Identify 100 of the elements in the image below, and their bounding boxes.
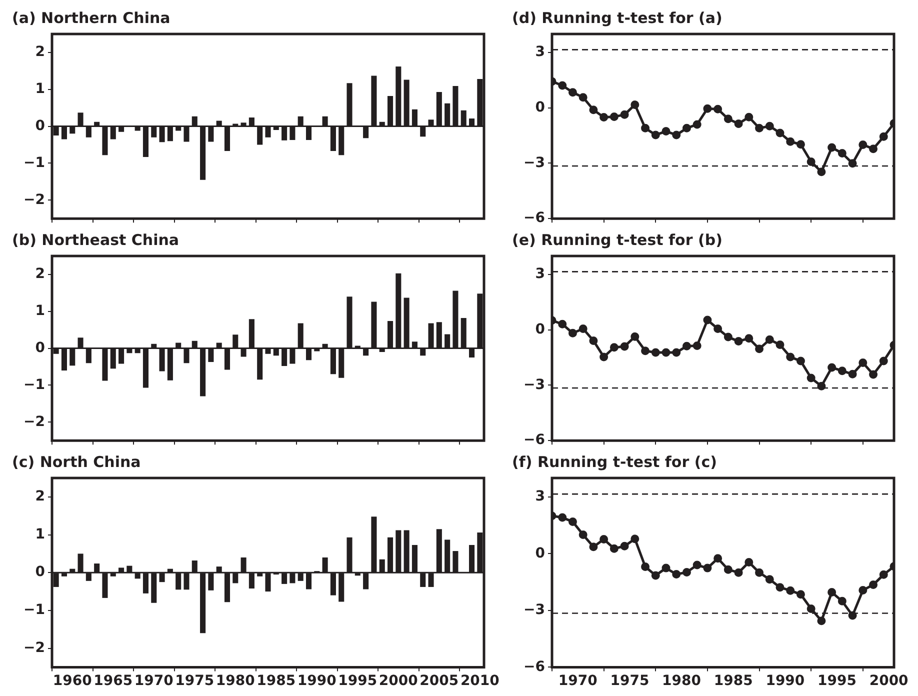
y-tick-label: 1 bbox=[35, 81, 45, 98]
y-tick-label: −2 bbox=[24, 192, 45, 208]
point bbox=[568, 88, 577, 97]
point bbox=[682, 568, 691, 576]
point bbox=[651, 571, 660, 580]
point bbox=[848, 159, 857, 168]
x-tick-label: 1985 bbox=[256, 673, 296, 690]
point bbox=[620, 342, 629, 351]
y-tick-label: −2 bbox=[24, 414, 45, 430]
x-tick-label: 1985 bbox=[714, 673, 753, 690]
x-tick-label: 2000 bbox=[869, 673, 909, 690]
point bbox=[869, 580, 878, 589]
y-tick-label: −3 bbox=[524, 154, 545, 171]
point bbox=[651, 348, 660, 357]
y-tick-label: −1 bbox=[24, 602, 45, 618]
point bbox=[662, 127, 670, 136]
x-tick-label: 1995 bbox=[338, 673, 378, 690]
point bbox=[568, 328, 577, 338]
y-tick-label: 0 bbox=[535, 545, 546, 562]
point bbox=[734, 337, 743, 346]
point bbox=[703, 316, 712, 324]
y-tick-label: 1 bbox=[35, 526, 45, 542]
chart-title: (b) Northeast China bbox=[12, 230, 180, 249]
point bbox=[755, 344, 764, 354]
point bbox=[692, 120, 702, 129]
point bbox=[817, 168, 826, 176]
point bbox=[620, 542, 629, 550]
point bbox=[703, 564, 712, 572]
y-tick-label: 0 bbox=[535, 99, 546, 116]
point bbox=[714, 554, 722, 563]
point bbox=[558, 513, 567, 522]
chart-title: (e) Running t-test for (b) bbox=[512, 230, 722, 249]
point bbox=[817, 382, 826, 390]
y-tick-label: −6 bbox=[524, 658, 545, 675]
x-tick-label: 1970 bbox=[558, 673, 598, 690]
y-tick-label: 2 bbox=[35, 44, 45, 60]
point bbox=[558, 320, 567, 328]
point bbox=[796, 356, 805, 366]
y-tick-label: 3 bbox=[535, 488, 545, 505]
point bbox=[724, 114, 732, 124]
x-tick-label: 2005 bbox=[420, 673, 459, 690]
y-tick-label: 1 bbox=[35, 303, 45, 320]
point bbox=[630, 332, 640, 341]
point bbox=[692, 341, 702, 350]
point bbox=[744, 334, 754, 343]
point bbox=[578, 93, 588, 102]
point bbox=[869, 370, 878, 379]
y-tick-label: 0 bbox=[535, 321, 546, 338]
point bbox=[765, 575, 774, 584]
point bbox=[838, 366, 846, 376]
point bbox=[786, 352, 795, 362]
x-tick-label: 1975 bbox=[175, 673, 214, 690]
point bbox=[600, 535, 608, 544]
x-tick-label: 1980 bbox=[216, 673, 256, 690]
y-tick-label: −1 bbox=[24, 376, 45, 393]
point bbox=[600, 113, 608, 122]
y-tick-label: 3 bbox=[535, 266, 545, 282]
point bbox=[641, 346, 650, 356]
point bbox=[734, 568, 743, 577]
point bbox=[672, 348, 681, 357]
point bbox=[641, 562, 650, 571]
point bbox=[838, 149, 846, 158]
point bbox=[848, 611, 857, 620]
point bbox=[755, 568, 764, 577]
point bbox=[848, 370, 857, 378]
point bbox=[869, 144, 878, 154]
point bbox=[714, 324, 722, 333]
point bbox=[682, 124, 691, 132]
x-tick-label: 1975 bbox=[610, 673, 650, 690]
point bbox=[796, 590, 805, 599]
point bbox=[838, 596, 846, 606]
point bbox=[776, 128, 784, 138]
x-tick-label: 1995 bbox=[818, 673, 856, 690]
x-tick-label: 1990 bbox=[766, 673, 805, 690]
point bbox=[558, 81, 567, 90]
point bbox=[765, 122, 774, 130]
point bbox=[600, 352, 608, 362]
point bbox=[578, 324, 588, 333]
x-tick-label: 1990 bbox=[297, 673, 337, 690]
point bbox=[828, 143, 836, 152]
y-tick-label: −3 bbox=[524, 376, 545, 393]
y-tick-label: 0 bbox=[35, 340, 46, 356]
x-tick-label: 1970 bbox=[134, 673, 174, 690]
chart-title: (f) Running t-test for (c) bbox=[512, 452, 717, 471]
point bbox=[786, 586, 795, 595]
point bbox=[620, 110, 629, 119]
point bbox=[662, 348, 670, 357]
point bbox=[610, 544, 618, 553]
point bbox=[744, 112, 754, 122]
y-tick-label: 2 bbox=[35, 266, 45, 282]
y-tick-label: −3 bbox=[524, 602, 545, 618]
point bbox=[734, 119, 743, 128]
x-tick-label: 1965 bbox=[94, 673, 133, 690]
point bbox=[692, 560, 702, 570]
x-tick-label: 2000 bbox=[378, 673, 418, 690]
point bbox=[776, 340, 784, 350]
point bbox=[786, 137, 795, 146]
y-tick-label: 0 bbox=[35, 564, 46, 580]
point bbox=[879, 570, 888, 579]
point bbox=[817, 616, 826, 626]
